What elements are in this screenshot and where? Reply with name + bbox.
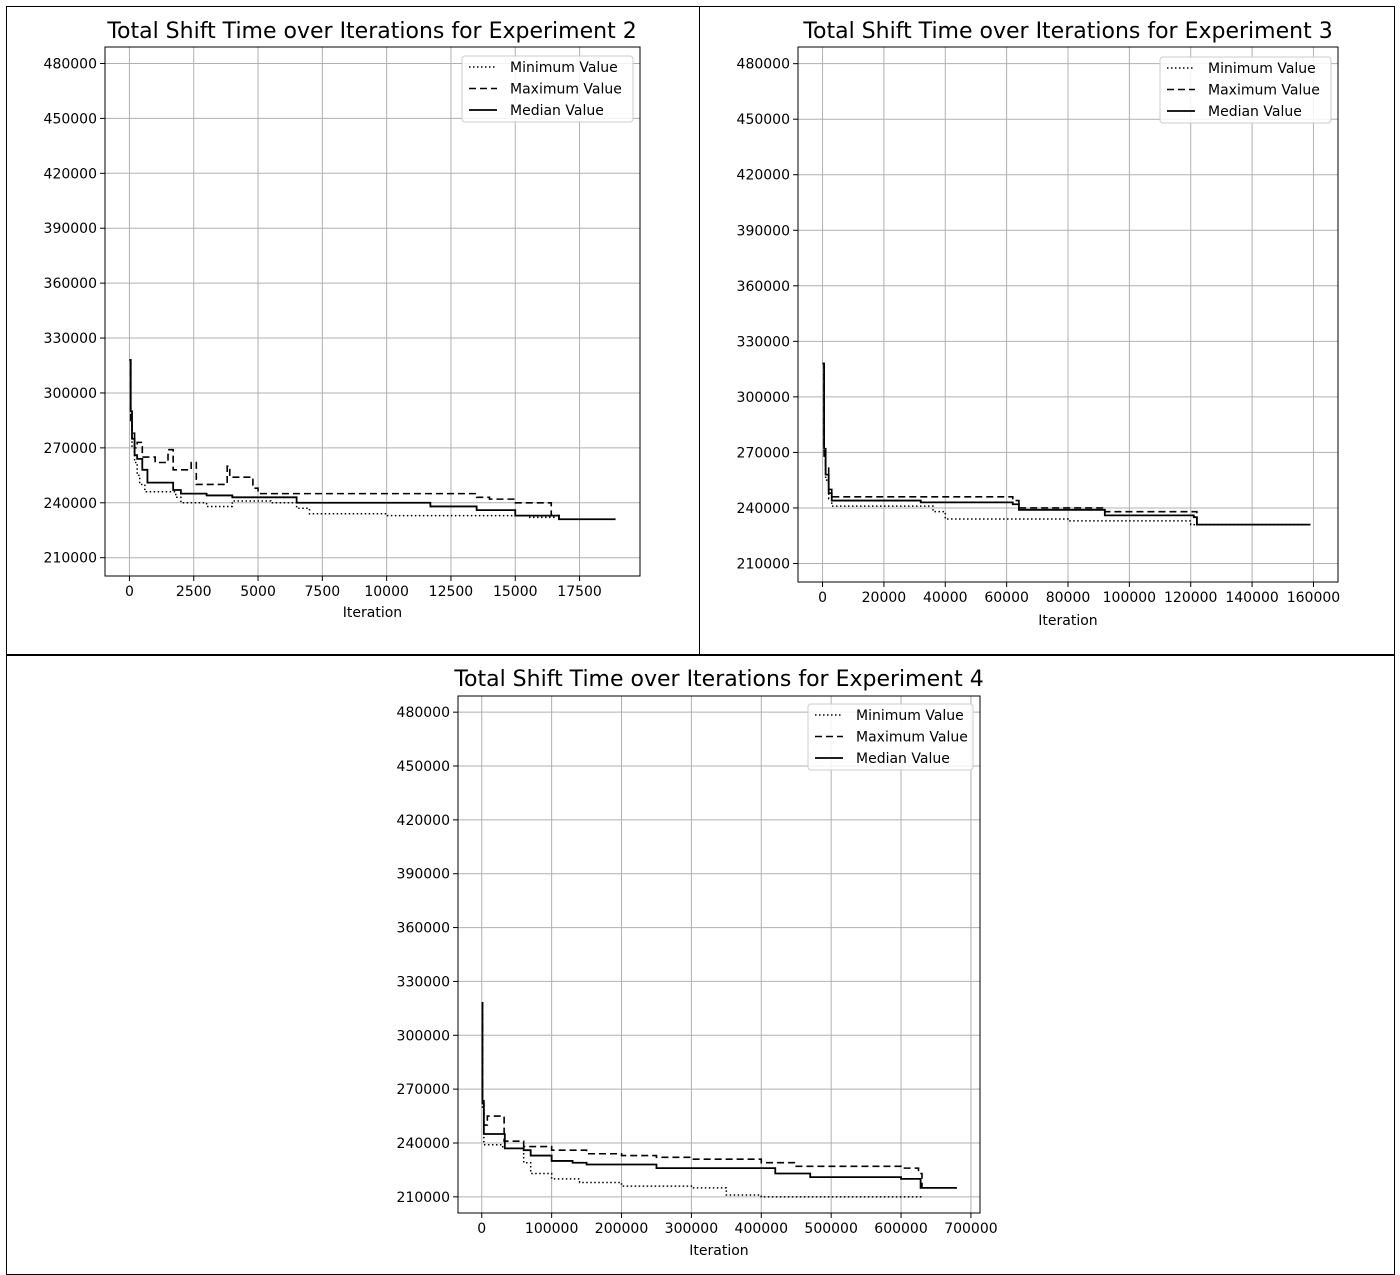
x-tick-label: 700000 bbox=[944, 1221, 997, 1237]
y-tick-label: 360000 bbox=[737, 279, 790, 295]
panel-border-experiment-3 bbox=[699, 6, 1395, 656]
x-axis-label: Iteration bbox=[343, 605, 402, 621]
chart-title: Total Shift Time over Iterations for Exp… bbox=[106, 19, 636, 44]
y-tick-label: 390000 bbox=[44, 221, 97, 237]
legend-label: Maximum Value bbox=[856, 730, 968, 746]
y-tick-label: 270000 bbox=[737, 445, 790, 461]
chart-experiment-2: 0 2500 5000 7500 10000 12500 15000 17500 210000 2… bbox=[44, 19, 641, 621]
legend: Minimum Value Maximum Value Median Value bbox=[461, 55, 634, 123]
x-axis-label: Iteration bbox=[689, 1243, 748, 1259]
y-tick-label: 480000 bbox=[44, 56, 97, 72]
legend-box bbox=[807, 703, 974, 771]
y-tick-label: 240000 bbox=[397, 1136, 450, 1152]
series-line-minimum-value bbox=[129, 359, 555, 520]
legend-box bbox=[1159, 56, 1332, 124]
y-tick-label: 210000 bbox=[737, 556, 790, 572]
y-tick-label: 450000 bbox=[44, 111, 97, 127]
x-tick-label: 500000 bbox=[804, 1221, 857, 1237]
x-tick-label: 40000 bbox=[923, 590, 968, 606]
y-tick-label: 300000 bbox=[737, 390, 790, 406]
x-tick-label: 0 bbox=[818, 590, 827, 606]
legend: Minimum Value Maximum Value Median Value bbox=[1159, 56, 1332, 124]
legend-label: Median Value bbox=[510, 103, 604, 119]
x-tick-label: 60000 bbox=[984, 590, 1029, 606]
x-tick-label: 300000 bbox=[665, 1221, 718, 1237]
y-tick-label: 330000 bbox=[44, 331, 97, 347]
chart-experiment-3: 0 20000 40000 60000 80000 100000 120000 140000 1… bbox=[737, 19, 1341, 629]
y-tick-label: 420000 bbox=[737, 168, 790, 184]
y-tick-label: 360000 bbox=[397, 921, 450, 937]
chart-title: Total Shift Time over Iterations for Exp… bbox=[453, 667, 983, 692]
x-tick-label: 160000 bbox=[1287, 590, 1340, 606]
x-tick-label: 12500 bbox=[429, 584, 474, 600]
chart-title: Total Shift Time over Iterations for Exp… bbox=[802, 19, 1332, 44]
series-line-maximum-value bbox=[129, 359, 560, 520]
x-tick-label: 20000 bbox=[862, 590, 907, 606]
legend-label: Minimum Value bbox=[510, 60, 618, 76]
x-tick-label: 2500 bbox=[176, 584, 212, 600]
x-tick-label: 0 bbox=[477, 1221, 486, 1237]
legend-label: Maximum Value bbox=[1208, 83, 1320, 99]
plot-frame bbox=[457, 695, 981, 1214]
x-tick-label: 0 bbox=[125, 584, 134, 600]
y-tick-label: 330000 bbox=[397, 974, 450, 990]
y-tick-label: 450000 bbox=[737, 112, 790, 128]
x-tick-label: 7500 bbox=[305, 584, 341, 600]
legend-label: Minimum Value bbox=[856, 708, 964, 724]
y-tick-label: 450000 bbox=[397, 759, 450, 775]
x-axis-label: Iteration bbox=[1038, 613, 1097, 629]
legend-label: Median Value bbox=[1208, 104, 1302, 120]
legend-box bbox=[461, 55, 634, 123]
y-tick-label: 480000 bbox=[737, 57, 790, 73]
plot-frame bbox=[104, 46, 641, 577]
x-tick-label: 80000 bbox=[1046, 590, 1091, 606]
y-tick-label: 240000 bbox=[737, 501, 790, 517]
legend-label: Maximum Value bbox=[510, 82, 622, 98]
y-tick-label: 330000 bbox=[737, 334, 790, 350]
x-tick-label: 120000 bbox=[1164, 590, 1217, 606]
legend: Minimum Value Maximum Value Median Value bbox=[807, 703, 974, 771]
y-tick-label: 360000 bbox=[44, 276, 97, 292]
x-tick-label: 400000 bbox=[735, 1221, 788, 1237]
x-tick-label: 200000 bbox=[595, 1221, 648, 1237]
y-tick-label: 210000 bbox=[397, 1190, 450, 1206]
y-tick-label: 420000 bbox=[44, 166, 97, 182]
series-line-median-value bbox=[129, 359, 616, 521]
series-line-median-value bbox=[481, 1002, 957, 1189]
chart-experiment-4: 0 100000 200000 300000 400000 500000 600000 700… bbox=[397, 667, 998, 1259]
legend-label: Median Value bbox=[856, 751, 950, 767]
y-tick-label: 270000 bbox=[44, 441, 97, 457]
y-tick-label: 420000 bbox=[397, 813, 450, 829]
y-tick-label: 270000 bbox=[397, 1082, 450, 1098]
x-tick-label: 100000 bbox=[525, 1221, 578, 1237]
y-tick-label: 240000 bbox=[44, 496, 97, 512]
y-tick-label: 210000 bbox=[44, 551, 97, 567]
x-tick-label: 5000 bbox=[240, 584, 276, 600]
x-tick-label: 100000 bbox=[1103, 590, 1156, 606]
x-tick-label: 140000 bbox=[1225, 590, 1278, 606]
y-tick-label: 480000 bbox=[397, 705, 450, 721]
y-tick-label: 390000 bbox=[737, 223, 790, 239]
x-tick-label: 600000 bbox=[874, 1221, 927, 1237]
y-tick-label: 300000 bbox=[44, 386, 97, 402]
legend-label: Minimum Value bbox=[1208, 61, 1316, 77]
y-tick-label: 390000 bbox=[397, 867, 450, 883]
x-tick-label: 15000 bbox=[493, 584, 538, 600]
x-tick-label: 17500 bbox=[557, 584, 602, 600]
series-line-maximum-value bbox=[481, 1002, 923, 1188]
x-tick-label: 10000 bbox=[364, 584, 409, 600]
series-line-median-value bbox=[822, 362, 1311, 526]
y-tick-label: 300000 bbox=[397, 1028, 450, 1044]
